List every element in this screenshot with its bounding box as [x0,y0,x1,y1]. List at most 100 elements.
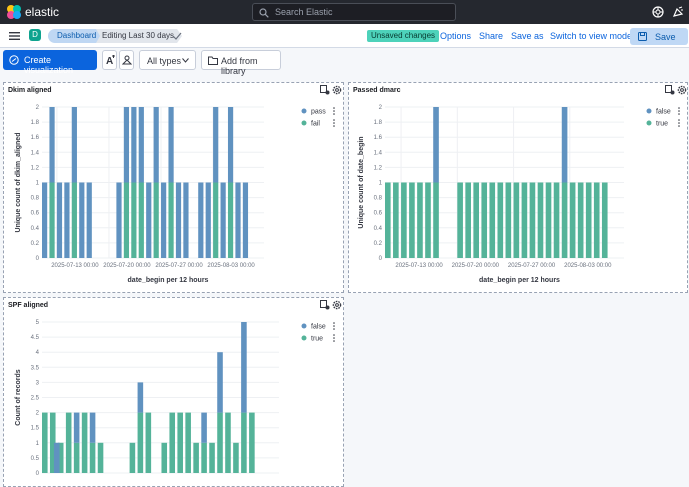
y-tick-label: 1.4 [31,150,40,156]
chevron-down-icon [182,58,189,63]
bar-true [42,412,48,473]
bar-true [601,182,608,258]
panel-options-icon[interactable] [320,300,330,310]
bar-true [473,182,480,258]
bar-fail [168,182,174,258]
legend-actions-icon [678,119,680,121]
switch-to-view-mode-button[interactable]: Switch to view mode [550,31,633,41]
bar-true [209,442,215,473]
controls-icon [122,55,132,65]
legend-swatch [301,108,307,114]
y-tick-label: 4.5 [31,335,40,341]
y-tick-label: 2.5 [31,396,40,402]
y-axis-title: Unique count of dkim_aligned [15,133,22,233]
bar-true [553,182,560,258]
bar-pass [198,182,204,258]
gear-icon[interactable] [332,300,342,310]
y-tick-label: 1.5 [31,426,40,432]
x-axis-title: date_begin per 12 hours [479,277,560,284]
legend-actions-icon [333,110,335,112]
space-avatar[interactable]: D [29,29,41,41]
create-visualization-button[interactable]: Create visualization [3,50,97,75]
y-tick-label: 0.5 [31,456,40,462]
bar-true [481,182,488,258]
save-label: Save [655,32,676,42]
bar-true [249,412,255,473]
x-tick-label: 2025-07-20 00:00 [103,263,151,269]
y-axis-title: Unique count of date_begin [358,136,365,228]
panel-dkim-aligned: Dkim aligned 0 0.2 0.4 0.6 0.8 1 1.2 1.4 1.6 1.8 2… [3,82,344,293]
legend-entry: fail [311,121,320,128]
dkim-aligned-chart: 0 0.2 0.4 0.6 0.8 1 1.2 1.4 1.6 1.8 2 2025-07-13 00… [15,105,335,284]
bar-true [241,412,247,473]
breadcrumb-dashboard[interactable]: Dashboard [48,29,106,43]
add-controls-button[interactable] [119,50,134,70]
svg-text:A: A [106,56,113,65]
search-input[interactable] [275,6,445,18]
options-button[interactable]: Options [440,31,472,41]
bar-true [81,412,88,473]
create-visualization-icon [9,55,19,65]
legend-actions-icon [333,119,335,121]
bar-false [217,352,223,413]
panel-options-icon[interactable] [665,85,675,95]
bar-pass [138,107,144,183]
bar-true [465,182,471,258]
bar-false [73,412,80,443]
all-types-dropdown[interactable]: All types [139,50,196,70]
bar-true [65,412,72,473]
x-tick-label: 2025-07-13 00:00 [395,263,443,269]
bar-true [537,182,544,258]
bar-pass [242,182,249,258]
add-text-panel-button[interactable]: A [102,50,117,70]
panel-title: Dkim aligned [8,87,52,94]
bar-pass [175,182,182,258]
breadcrumb-editing: Editing Last 30 days [96,29,182,43]
bar-false [241,322,247,413]
legend-actions-icon [333,322,335,324]
gear-icon[interactable] [332,85,342,95]
menu-icon[interactable] [9,31,20,41]
share-button[interactable]: Share [479,31,504,41]
legend-actions-icon [333,122,335,124]
bar-pass [131,107,137,183]
add-from-library-button[interactable]: Add from library [201,50,281,76]
gear-icon[interactable] [677,85,687,95]
y-tick-label: 1.2 [374,165,383,171]
y-tick-label: 0.6 [374,211,383,217]
y-tick-label: 1.4 [374,150,383,156]
bar-fail [153,182,159,258]
elastic-logo-icon[interactable] [6,4,22,20]
x-tick-label: 2025-07-27 00:00 [155,263,203,269]
bar-false [53,442,60,473]
save-as-button[interactable]: Save as [511,31,544,41]
legend-entry: true [311,336,323,343]
bar-true [393,182,399,258]
bar-pass [49,107,55,183]
panel-options-icon[interactable] [320,85,330,95]
bar-true [57,442,64,473]
bar-true [425,182,431,258]
legend-actions-icon [333,107,335,109]
create-visualization-label: Create visualization [24,55,74,75]
bar-true [177,412,183,473]
news-feed-icon[interactable] [672,6,684,18]
bar-true [225,412,231,473]
y-tick-label: 0.6 [31,211,40,217]
bar-pass [86,182,92,258]
bar-false [201,412,207,443]
bar-pass [227,107,234,183]
legend-entry: false [311,324,326,331]
y-tick-label: 1 [36,181,40,187]
bar-false [89,412,96,443]
bar-fail [227,182,234,258]
bar-true [417,182,423,258]
bar-pass [183,182,189,258]
save-button[interactable]: Save [630,28,688,45]
global-search[interactable] [252,3,456,21]
x-tick-label: 2025-07-13 00:00 [51,263,99,269]
bar-pass [153,107,159,183]
bar-true [137,412,144,473]
help-icon[interactable] [652,6,664,18]
panel-title: Passed dmarc [353,87,401,94]
